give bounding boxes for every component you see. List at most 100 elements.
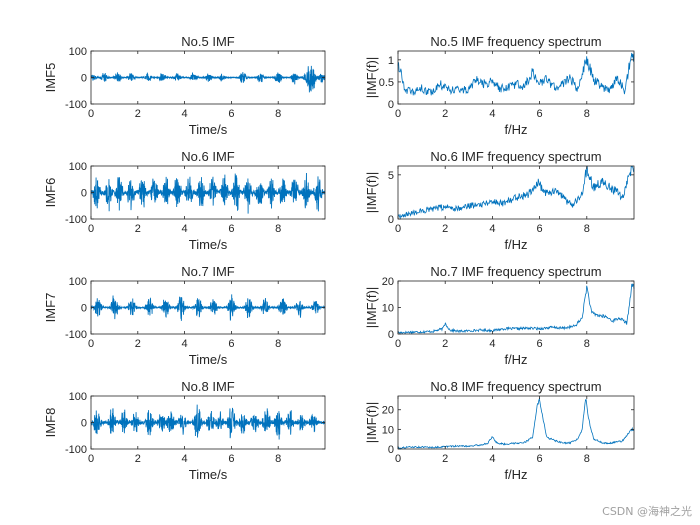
subplot-title: No.7 IMF bbox=[181, 264, 235, 279]
x-tick-label: 0 bbox=[395, 453, 401, 465]
series-line bbox=[397, 165, 635, 220]
x-tick-label: 2 bbox=[135, 453, 141, 465]
x-tick-label: 2 bbox=[135, 223, 141, 235]
x-tick-label: 4 bbox=[182, 223, 188, 235]
y-axis-label: IMF5 bbox=[43, 63, 58, 93]
series-line bbox=[397, 52, 635, 96]
series-line bbox=[90, 294, 326, 321]
axes-box bbox=[397, 280, 635, 335]
x-tick-label: 2 bbox=[442, 108, 448, 120]
subplot-4: 0 2 4 6 8 0 5 No.6 IMF frequency spectrum f/Hz |I… bbox=[364, 149, 635, 252]
x-tick-label: 0 bbox=[395, 223, 401, 235]
y-axis-label: IMF6 bbox=[43, 178, 58, 208]
x-tick-label: 6 bbox=[537, 453, 543, 465]
x-axis-label: Time/s bbox=[189, 467, 228, 482]
y-tick-label: -100 bbox=[65, 444, 87, 456]
y-tick-label: -100 bbox=[65, 214, 87, 226]
subplot-8: 0 2 4 6 8 0 10 20 No.8 IMF frequency spectrum f/H… bbox=[364, 379, 635, 482]
subplot-title: No.8 IMF bbox=[181, 379, 235, 394]
x-axis-label: Time/s bbox=[189, 122, 228, 137]
watermark: CSDN @海神之光 bbox=[602, 505, 692, 518]
x-axis-label: Time/s bbox=[189, 237, 228, 252]
y-tick-label: -100 bbox=[65, 329, 87, 341]
y-tick-label: 100 bbox=[69, 276, 87, 288]
y-tick-label: 0 bbox=[388, 329, 394, 341]
y-axis-label: |IMF(f)| bbox=[364, 287, 379, 328]
x-tick-label: 6 bbox=[228, 108, 234, 120]
x-tick-label: 2 bbox=[135, 108, 141, 120]
x-tick-label: 8 bbox=[584, 223, 590, 235]
subplot-title: No.6 IMF frequency spectrum bbox=[430, 149, 601, 164]
subplot-2: 0 2 4 6 8 0 0.5 1 No.5 IMF frequency spectrum f/H… bbox=[364, 34, 635, 137]
x-tick-label: 0 bbox=[88, 108, 94, 120]
x-tick-label: 4 bbox=[182, 338, 188, 350]
subplot-title: No.7 IMF frequency spectrum bbox=[430, 264, 601, 279]
x-tick-label: 2 bbox=[135, 338, 141, 350]
x-tick-label: 8 bbox=[275, 453, 281, 465]
y-tick-label: 0 bbox=[81, 418, 87, 430]
x-axis-label: f/Hz bbox=[504, 237, 527, 252]
x-tick-label: 0 bbox=[88, 223, 94, 235]
x-tick-label: 0 bbox=[395, 338, 401, 350]
x-tick-label: 8 bbox=[275, 338, 281, 350]
y-tick-label: 0.5 bbox=[379, 77, 394, 89]
subplot-title: No.8 IMF frequency spectrum bbox=[430, 379, 601, 394]
y-tick-label: 100 bbox=[69, 391, 87, 403]
x-tick-label: 4 bbox=[182, 453, 188, 465]
series-line bbox=[90, 65, 326, 93]
x-tick-label: 8 bbox=[584, 453, 590, 465]
x-tick-label: 4 bbox=[489, 223, 495, 235]
y-tick-label: 20 bbox=[382, 405, 394, 417]
y-tick-label: 0 bbox=[388, 444, 394, 456]
x-tick-label: 6 bbox=[228, 453, 234, 465]
x-tick-label: 8 bbox=[275, 223, 281, 235]
y-tick-label: 0 bbox=[81, 73, 87, 85]
x-tick-label: 6 bbox=[537, 223, 543, 235]
y-tick-label: 0 bbox=[388, 99, 394, 111]
x-axis-label: Time/s bbox=[189, 352, 228, 367]
y-tick-label: 10 bbox=[382, 424, 394, 436]
y-axis-label: |IMF(f)| bbox=[364, 402, 379, 443]
y-axis-label: |IMF(f)| bbox=[364, 172, 379, 213]
series-line bbox=[90, 404, 326, 440]
x-tick-label: 8 bbox=[584, 108, 590, 120]
subplot-title: No.5 IMF frequency spectrum bbox=[430, 34, 601, 49]
subplot-title: No.5 IMF bbox=[181, 34, 235, 49]
x-tick-label: 0 bbox=[88, 338, 94, 350]
series-line bbox=[90, 172, 326, 214]
y-tick-label: 0 bbox=[81, 188, 87, 200]
x-tick-label: 4 bbox=[489, 453, 495, 465]
y-axis-label: IMF8 bbox=[43, 408, 58, 438]
x-tick-label: 0 bbox=[395, 108, 401, 120]
subplot-title: No.6 IMF bbox=[181, 149, 235, 164]
axes-box bbox=[397, 50, 635, 105]
series-line bbox=[397, 397, 635, 449]
x-tick-label: 2 bbox=[442, 453, 448, 465]
y-axis-label: |IMF(f)| bbox=[364, 57, 379, 98]
x-tick-label: 6 bbox=[228, 223, 234, 235]
y-tick-label: 0 bbox=[388, 214, 394, 226]
x-tick-label: 2 bbox=[442, 223, 448, 235]
x-axis-label: f/Hz bbox=[504, 467, 527, 482]
y-tick-label: -100 bbox=[65, 99, 87, 111]
x-tick-label: 8 bbox=[584, 338, 590, 350]
subplot-6: 0 2 4 6 8 0 10 20 No.7 IMF frequency spectrum f/H… bbox=[364, 264, 635, 367]
axes-box bbox=[397, 165, 635, 220]
y-axis-label: IMF7 bbox=[43, 293, 58, 323]
y-tick-label: 10 bbox=[382, 303, 394, 315]
x-tick-label: 6 bbox=[537, 338, 543, 350]
x-tick-label: 4 bbox=[489, 108, 495, 120]
x-tick-label: 4 bbox=[182, 108, 188, 120]
x-tick-label: 2 bbox=[442, 338, 448, 350]
y-tick-label: 0 bbox=[81, 303, 87, 315]
y-tick-label: 100 bbox=[69, 46, 87, 58]
x-tick-label: 6 bbox=[537, 108, 543, 120]
x-tick-label: 8 bbox=[275, 108, 281, 120]
x-tick-label: 4 bbox=[489, 338, 495, 350]
y-tick-label: 1 bbox=[388, 55, 394, 67]
